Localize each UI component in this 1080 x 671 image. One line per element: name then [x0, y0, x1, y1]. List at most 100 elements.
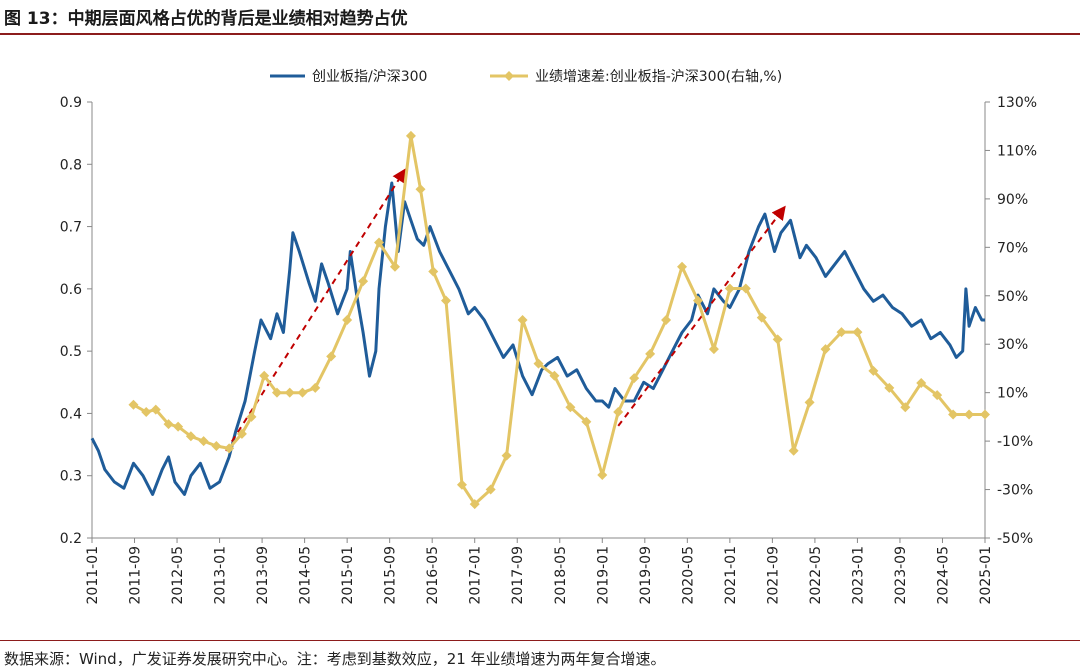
x-tick-label: 2024-05 — [935, 546, 951, 605]
x-tick-label: 2019-09 — [638, 546, 654, 605]
series-point-growth-diff — [163, 419, 174, 430]
footer-divider — [0, 640, 1080, 641]
source-note: 数据来源：Wind，广发证券发展研究中心。注：考虑到基数效应，21 年业绩增速为… — [4, 650, 666, 668]
x-tick-label: 2018-05 — [553, 546, 569, 605]
series-point-growth-diff — [980, 409, 990, 420]
series-point-growth-diff — [297, 387, 308, 398]
x-tick-label: 2016-05 — [425, 546, 441, 605]
series-point-growth-diff — [150, 404, 161, 415]
x-tick-label: 2017-09 — [510, 546, 526, 605]
y-left-tick-label: 0.6 — [60, 282, 82, 298]
series-point-growth-diff — [517, 315, 528, 325]
x-tick-label: 2019-01 — [595, 546, 611, 605]
series-point-growth-diff — [788, 445, 799, 456]
y-right-tick-label: 50% — [997, 289, 1028, 305]
series-point-growth-diff — [645, 348, 656, 359]
y-left-tick-label: 0.8 — [60, 157, 82, 173]
series-point-growth-diff — [501, 450, 512, 461]
legend-label-ratio: 创业板指/沪深300 — [312, 69, 427, 85]
series-point-growth-diff — [310, 382, 321, 393]
series-point-growth-diff — [804, 397, 815, 408]
series-point-growth-diff — [284, 387, 295, 398]
series-point-growth-diff — [211, 440, 222, 451]
series-point-growth-diff — [246, 411, 257, 422]
x-tick-label: 2021-09 — [765, 546, 781, 605]
series-point-growth-diff — [868, 365, 879, 376]
series-point-growth-diff — [820, 344, 831, 355]
series-point-growth-diff — [724, 283, 735, 294]
series-point-growth-diff — [236, 428, 247, 439]
series-point-growth-diff — [128, 399, 139, 410]
series-point-growth-diff — [661, 315, 672, 325]
y-right-tick-label: -30% — [997, 483, 1033, 499]
x-tick-label: 2022-05 — [808, 546, 824, 605]
series-point-growth-diff — [428, 266, 439, 277]
y-right-tick-label: 30% — [997, 337, 1028, 353]
series-point-growth-diff — [441, 295, 452, 306]
series-point-growth-diff — [916, 377, 927, 388]
trend-arrow-2 — [617, 205, 786, 427]
series-point-growth-diff — [549, 370, 560, 381]
y-right-tick-label: -50% — [997, 531, 1033, 547]
series-point-growth-diff — [415, 184, 426, 195]
series-point-growth-diff — [173, 421, 184, 432]
chart-plot-area — [90, 130, 990, 510]
series-point-growth-diff — [224, 443, 235, 454]
x-tick-label: 2023-09 — [893, 546, 909, 605]
series-point-growth-diff — [565, 402, 576, 413]
y-left-tick-label: 0.2 — [60, 531, 82, 547]
y-right-tick-label: 70% — [997, 240, 1028, 256]
series-point-growth-diff — [948, 409, 959, 420]
series-point-growth-diff — [756, 312, 767, 323]
chart-legend: 创业板指/沪深300 业绩增速差:创业板指-沪深300(右轴,%) — [270, 69, 782, 85]
series-point-growth-diff — [141, 407, 152, 418]
x-tick-label: 2025-01 — [978, 546, 994, 605]
series-point-growth-diff — [326, 351, 337, 362]
y-left-tick-label: 0.9 — [60, 95, 82, 111]
series-point-growth-diff — [852, 327, 863, 338]
series-point-growth-diff — [629, 373, 640, 384]
series-point-growth-diff — [772, 334, 783, 345]
series-point-growth-diff — [900, 402, 911, 413]
series-point-growth-diff — [708, 344, 719, 355]
y-left-tick-label: 0.4 — [60, 406, 82, 422]
y-left-tick-label: 0.3 — [60, 469, 82, 485]
series-point-growth-diff — [342, 315, 353, 325]
series-point-growth-diff — [932, 390, 943, 401]
x-tick-label: 2012-05 — [170, 546, 186, 605]
y-left-tick-label: 0.5 — [60, 344, 82, 360]
series-point-growth-diff — [692, 295, 703, 306]
legend-label-growth-diff: 业绩增速差:创业板指-沪深300(右轴,%) — [535, 69, 782, 85]
series-point-growth-diff — [389, 261, 400, 272]
y-left-tick-label: 0.7 — [60, 220, 82, 236]
y-right-tick-label: 130% — [997, 95, 1037, 111]
series-point-growth-diff — [358, 276, 369, 287]
series-point-growth-diff — [198, 436, 209, 447]
x-tick-label: 2017-01 — [468, 546, 484, 605]
x-tick-label: 2014-05 — [298, 546, 314, 605]
y-right-tick-label: 10% — [997, 386, 1028, 402]
legend-marker-growth-diff — [504, 71, 514, 81]
figure-title: 图 13：中期层面风格占优的背后是业绩相对趋势占优 — [4, 9, 408, 29]
series-point-growth-diff — [456, 479, 467, 490]
x-tick-label: 2015-01 — [340, 546, 356, 605]
series-point-growth-diff — [677, 261, 688, 272]
x-tick-label: 2013-09 — [255, 546, 271, 605]
series-point-growth-diff — [405, 130, 416, 141]
x-tick-label: 2015-09 — [383, 546, 399, 605]
x-tick-label: 2011-01 — [85, 546, 101, 605]
series-point-growth-diff — [740, 283, 751, 294]
series-point-growth-diff — [836, 327, 847, 338]
series-point-growth-diff — [533, 358, 544, 369]
x-tick-label: 2011-09 — [128, 546, 144, 605]
series-point-growth-diff — [271, 387, 282, 398]
series-point-growth-diff — [597, 470, 608, 481]
series-point-growth-diff — [581, 416, 592, 427]
x-tick-label: 2021-01 — [723, 546, 739, 605]
series-point-growth-diff — [185, 431, 196, 442]
y-right-tick-label: 110% — [997, 143, 1037, 159]
series-point-growth-diff — [259, 370, 270, 381]
y-right-tick-label: -10% — [997, 434, 1033, 450]
x-tick-label: 2013-01 — [213, 546, 229, 605]
series-point-growth-diff — [485, 484, 496, 495]
